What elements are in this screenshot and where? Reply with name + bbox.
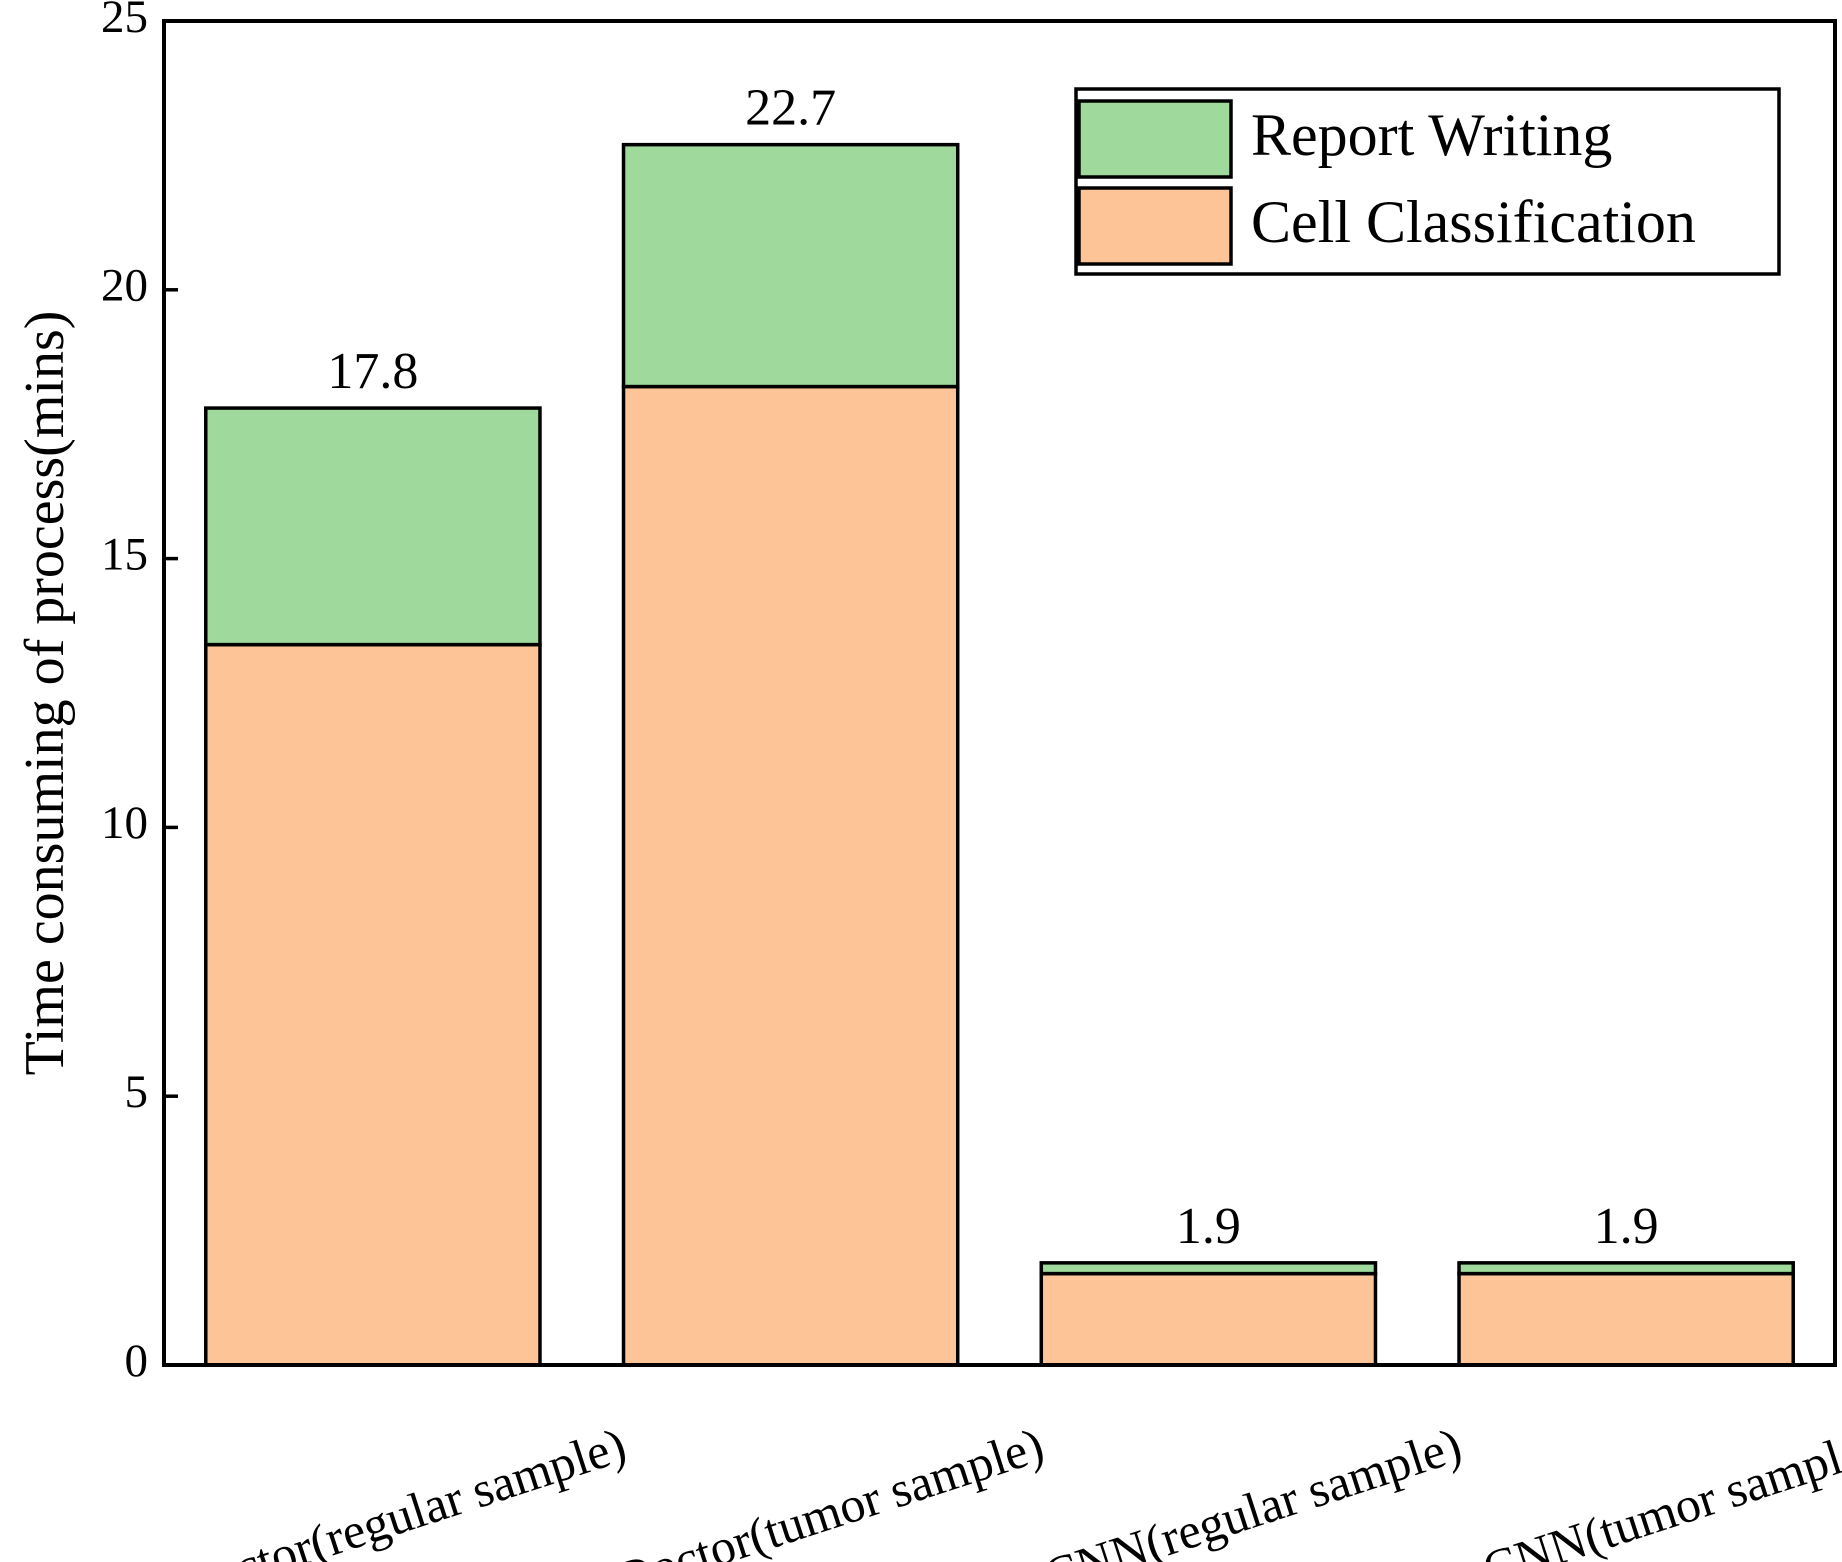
bar-segment bbox=[1039, 1261, 1378, 1276]
total-label: 17.8 bbox=[327, 343, 418, 400]
y-tick-label: 15 bbox=[101, 528, 148, 580]
bar-segment bbox=[1039, 1271, 1378, 1367]
bar-segment bbox=[621, 384, 960, 1367]
bar-segment bbox=[1457, 1271, 1795, 1367]
x-tick-label: CNN(tumor sample) bbox=[1476, 1416, 1842, 1562]
x-tick-label: Doctor(regular sample) bbox=[170, 1416, 632, 1562]
plot-frame bbox=[162, 19, 1837, 1367]
total-label: 22.7 bbox=[745, 80, 836, 137]
y-tick-label: 5 bbox=[125, 1066, 149, 1118]
legend-swatch bbox=[1077, 99, 1233, 179]
bar-segment bbox=[621, 142, 960, 389]
y-tick-label: 10 bbox=[101, 797, 148, 849]
legend-swatch bbox=[1077, 186, 1233, 266]
total-label: 1.9 bbox=[1594, 1198, 1659, 1255]
bar-segment bbox=[1457, 1261, 1795, 1276]
bar-segment bbox=[204, 406, 542, 647]
y-axis-label: Time consuming of process(mins) bbox=[14, 311, 76, 1076]
y-tick-label: 25 bbox=[101, 0, 148, 43]
x-tick-label: Doctor(tumor sample) bbox=[609, 1416, 1050, 1562]
legend-label: Report Writing bbox=[1251, 102, 1612, 168]
y-tick-label: 0 bbox=[125, 1335, 149, 1387]
y-tick-label: 20 bbox=[101, 260, 148, 312]
legend-label: Cell Classification bbox=[1251, 189, 1696, 255]
total-label: 1.9 bbox=[1176, 1198, 1241, 1255]
x-tick-label: CNN(regular sample) bbox=[1037, 1416, 1468, 1562]
bar-segment bbox=[204, 642, 542, 1367]
